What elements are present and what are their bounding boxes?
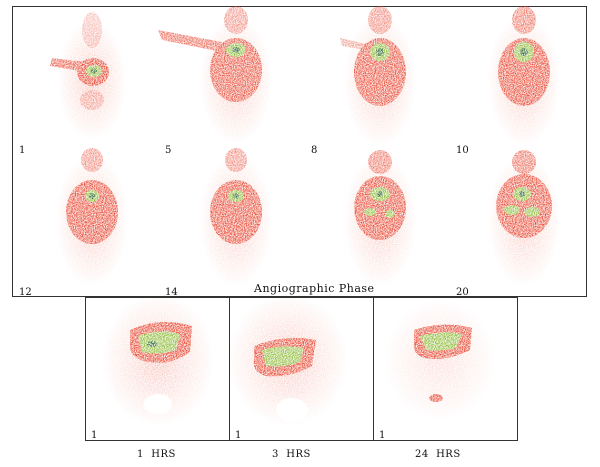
- frame-14-image: [200, 148, 272, 286]
- frame-label-20: 20: [456, 287, 469, 298]
- frame-20-image: [488, 150, 560, 286]
- frame-8-image: [340, 6, 416, 146]
- delayed-image-24hr-panel: [373, 297, 518, 441]
- time-label-1-hrs: 1 HRS: [137, 449, 176, 460]
- frame-5-image: [158, 6, 272, 144]
- frame-1-image: [50, 12, 126, 140]
- frame-label-8: 8: [311, 145, 318, 156]
- delayed-3hr-image: [228, 294, 348, 426]
- frame-label-10: 10: [456, 145, 469, 156]
- frame-label-5: 5: [165, 145, 172, 156]
- frame-label-12: 12: [19, 287, 32, 298]
- frame-unlabeled-image: [344, 150, 416, 286]
- frame-label-14: 14: [165, 287, 178, 298]
- delayed-24hr-corner-label: 1: [379, 430, 386, 441]
- delayed-1hr-image: [102, 294, 214, 426]
- delayed-3hr-corner-label: 1: [235, 430, 242, 441]
- frame-10-image: [488, 6, 560, 146]
- time-label-24-hrs: 24 HRS: [415, 449, 461, 460]
- angiographic-phase-caption: Angiographic Phase: [254, 282, 375, 295]
- delayed-1hr-corner-label: 1: [91, 430, 98, 441]
- time-label-3-hrs: 3 HRS: [272, 449, 311, 460]
- frame-12-image: [56, 148, 128, 286]
- delayed-24hr-image: [384, 300, 496, 420]
- frame-label-1: 1: [19, 145, 26, 156]
